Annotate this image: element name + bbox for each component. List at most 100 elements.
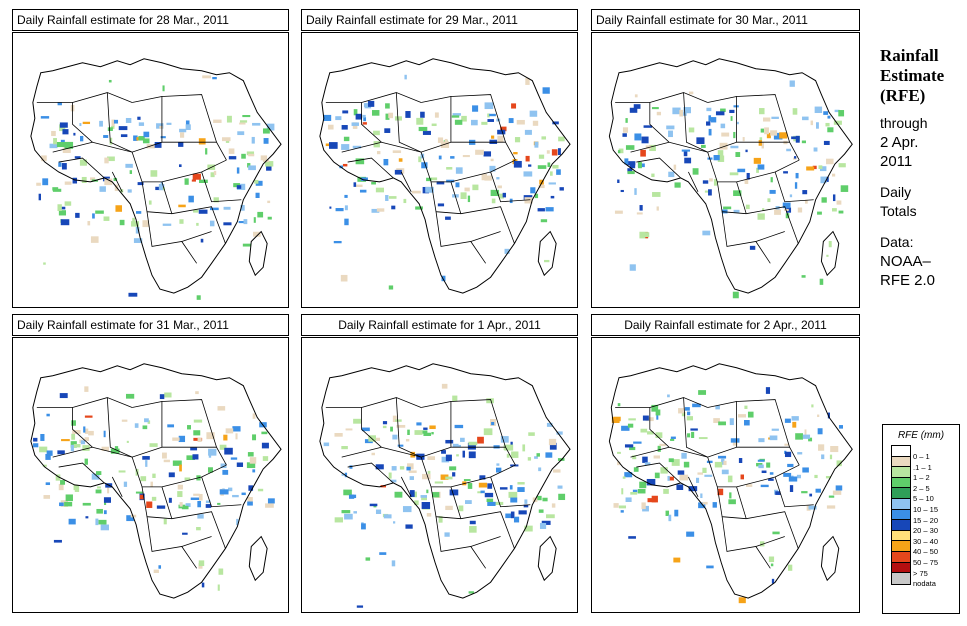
rainfall-cell: [687, 433, 691, 438]
rainfall-cell: [162, 85, 165, 92]
rainfall-cell: [681, 149, 691, 152]
rainfall-cell: [656, 111, 662, 116]
rainfall-cell: [634, 188, 637, 195]
rainfall-cell: [715, 405, 720, 410]
rainfall-cell: [729, 418, 734, 426]
rainfall-cell: [361, 427, 370, 432]
rainfall-cell: [674, 509, 679, 517]
rainfall-cell: [416, 422, 422, 426]
country-border: [141, 181, 172, 215]
rainfall-cell: [783, 472, 792, 477]
rainfall-cell: [178, 164, 182, 168]
country-border: [72, 92, 133, 103]
madagascar-outline: [248, 535, 268, 582]
rainfall-cell: [668, 458, 674, 463]
rainfall-cell: [344, 513, 353, 520]
rainfall-cell: [335, 208, 344, 212]
madagascar-outline: [248, 230, 268, 277]
rainfall-cell: [64, 201, 72, 206]
rainfall-cell: [551, 503, 556, 508]
rainfall-cell: [496, 463, 500, 466]
rainfall-cell: [782, 202, 791, 209]
rainfall-cell: [708, 189, 712, 196]
rainfall-cell: [746, 172, 750, 180]
rainfall-cell: [545, 452, 553, 458]
rainfall-cell: [825, 475, 831, 479]
rainfall-cell: [111, 119, 115, 127]
rainfall-cell: [100, 524, 110, 531]
rainfall-cell: [491, 198, 496, 204]
rainfall-cell: [262, 128, 270, 134]
rainfall-cell: [388, 285, 394, 290]
rainfall-cell: [679, 109, 684, 117]
rainfall-cell: [394, 169, 402, 175]
rainfall-cell: [477, 436, 484, 444]
rainfall-cell: [118, 126, 128, 131]
rainfall-map-29mar: [301, 32, 578, 308]
country-border: [490, 171, 531, 203]
rainfall-cell: [506, 453, 510, 458]
rainfall-cell: [135, 226, 140, 234]
rainfall-cell: [126, 440, 129, 443]
rainfall-cell: [702, 180, 709, 184]
rainfall-cell: [656, 413, 659, 420]
rainfall-cell: [451, 115, 460, 118]
rainfall-cell: [622, 476, 626, 479]
rainfall-cell: [341, 446, 348, 450]
rainfall-cell: [774, 209, 782, 215]
country-border: [341, 446, 382, 458]
rainfall-cell: [92, 213, 95, 219]
rainfall-cell: [61, 439, 70, 442]
rainfall-cell: [647, 431, 654, 435]
rainfall-cell: [252, 434, 257, 441]
rainfall-cell: [423, 432, 432, 436]
country-border: [649, 397, 708, 408]
rainfall-cell: [795, 135, 800, 143]
panel-title-1: Daily Rainfall estimate for 28 Mar., 201…: [12, 9, 289, 31]
rainfall-cell: [786, 148, 792, 152]
rainfall-cell: [730, 116, 733, 121]
rainfall-cell: [418, 126, 428, 132]
rainfall-cell: [629, 107, 638, 113]
country-border: [58, 462, 105, 484]
rainfall-cell: [654, 472, 660, 479]
rainfall-cell: [209, 220, 215, 227]
rainfall-cell: [796, 474, 801, 479]
rainfall-cell: [226, 115, 232, 123]
country-border: [161, 446, 227, 466]
panel-title-2: Daily Rainfall estimate for 29 Mar., 201…: [301, 9, 578, 31]
rainfall-cell: [426, 513, 432, 517]
rainfall-cell: [559, 187, 564, 191]
rainfall-cell: [829, 454, 833, 460]
rainfall-cell: [732, 291, 739, 299]
country-border: [395, 92, 422, 153]
rainfall-cell: [449, 466, 457, 471]
rainfall-cell: [686, 531, 695, 537]
rainfall-cell: [511, 451, 519, 458]
rainfall-map-31mar: [12, 337, 289, 613]
rainfall-cell: [236, 167, 240, 174]
rainfall-cell: [84, 386, 89, 392]
rainfall-cell: [657, 445, 661, 452]
rainfall-cell: [431, 123, 437, 127]
rainfall-cell: [771, 578, 775, 584]
rainfall-cell: [613, 503, 619, 508]
rainfall-cell: [744, 420, 750, 426]
legend-swatch: [892, 456, 910, 468]
rainfall-cell: [191, 179, 196, 182]
rainfall-cell: [446, 179, 455, 183]
rainfall-cell: [162, 223, 172, 226]
rainfall-cell: [550, 195, 555, 199]
legend-swatch: [892, 530, 910, 542]
rainfall-cell: [472, 184, 479, 191]
country-border: [171, 206, 226, 244]
rainfall-cell: [489, 113, 496, 117]
panel-title-4: Daily Rainfall estimate for 31 Mar., 201…: [12, 314, 289, 336]
rainfall-cell: [33, 437, 38, 442]
country-border: [683, 397, 708, 458]
rainfall-cell: [41, 155, 47, 162]
country-border: [400, 476, 412, 498]
rainfall-cell: [97, 486, 101, 489]
rainfall-cell: [113, 177, 118, 182]
